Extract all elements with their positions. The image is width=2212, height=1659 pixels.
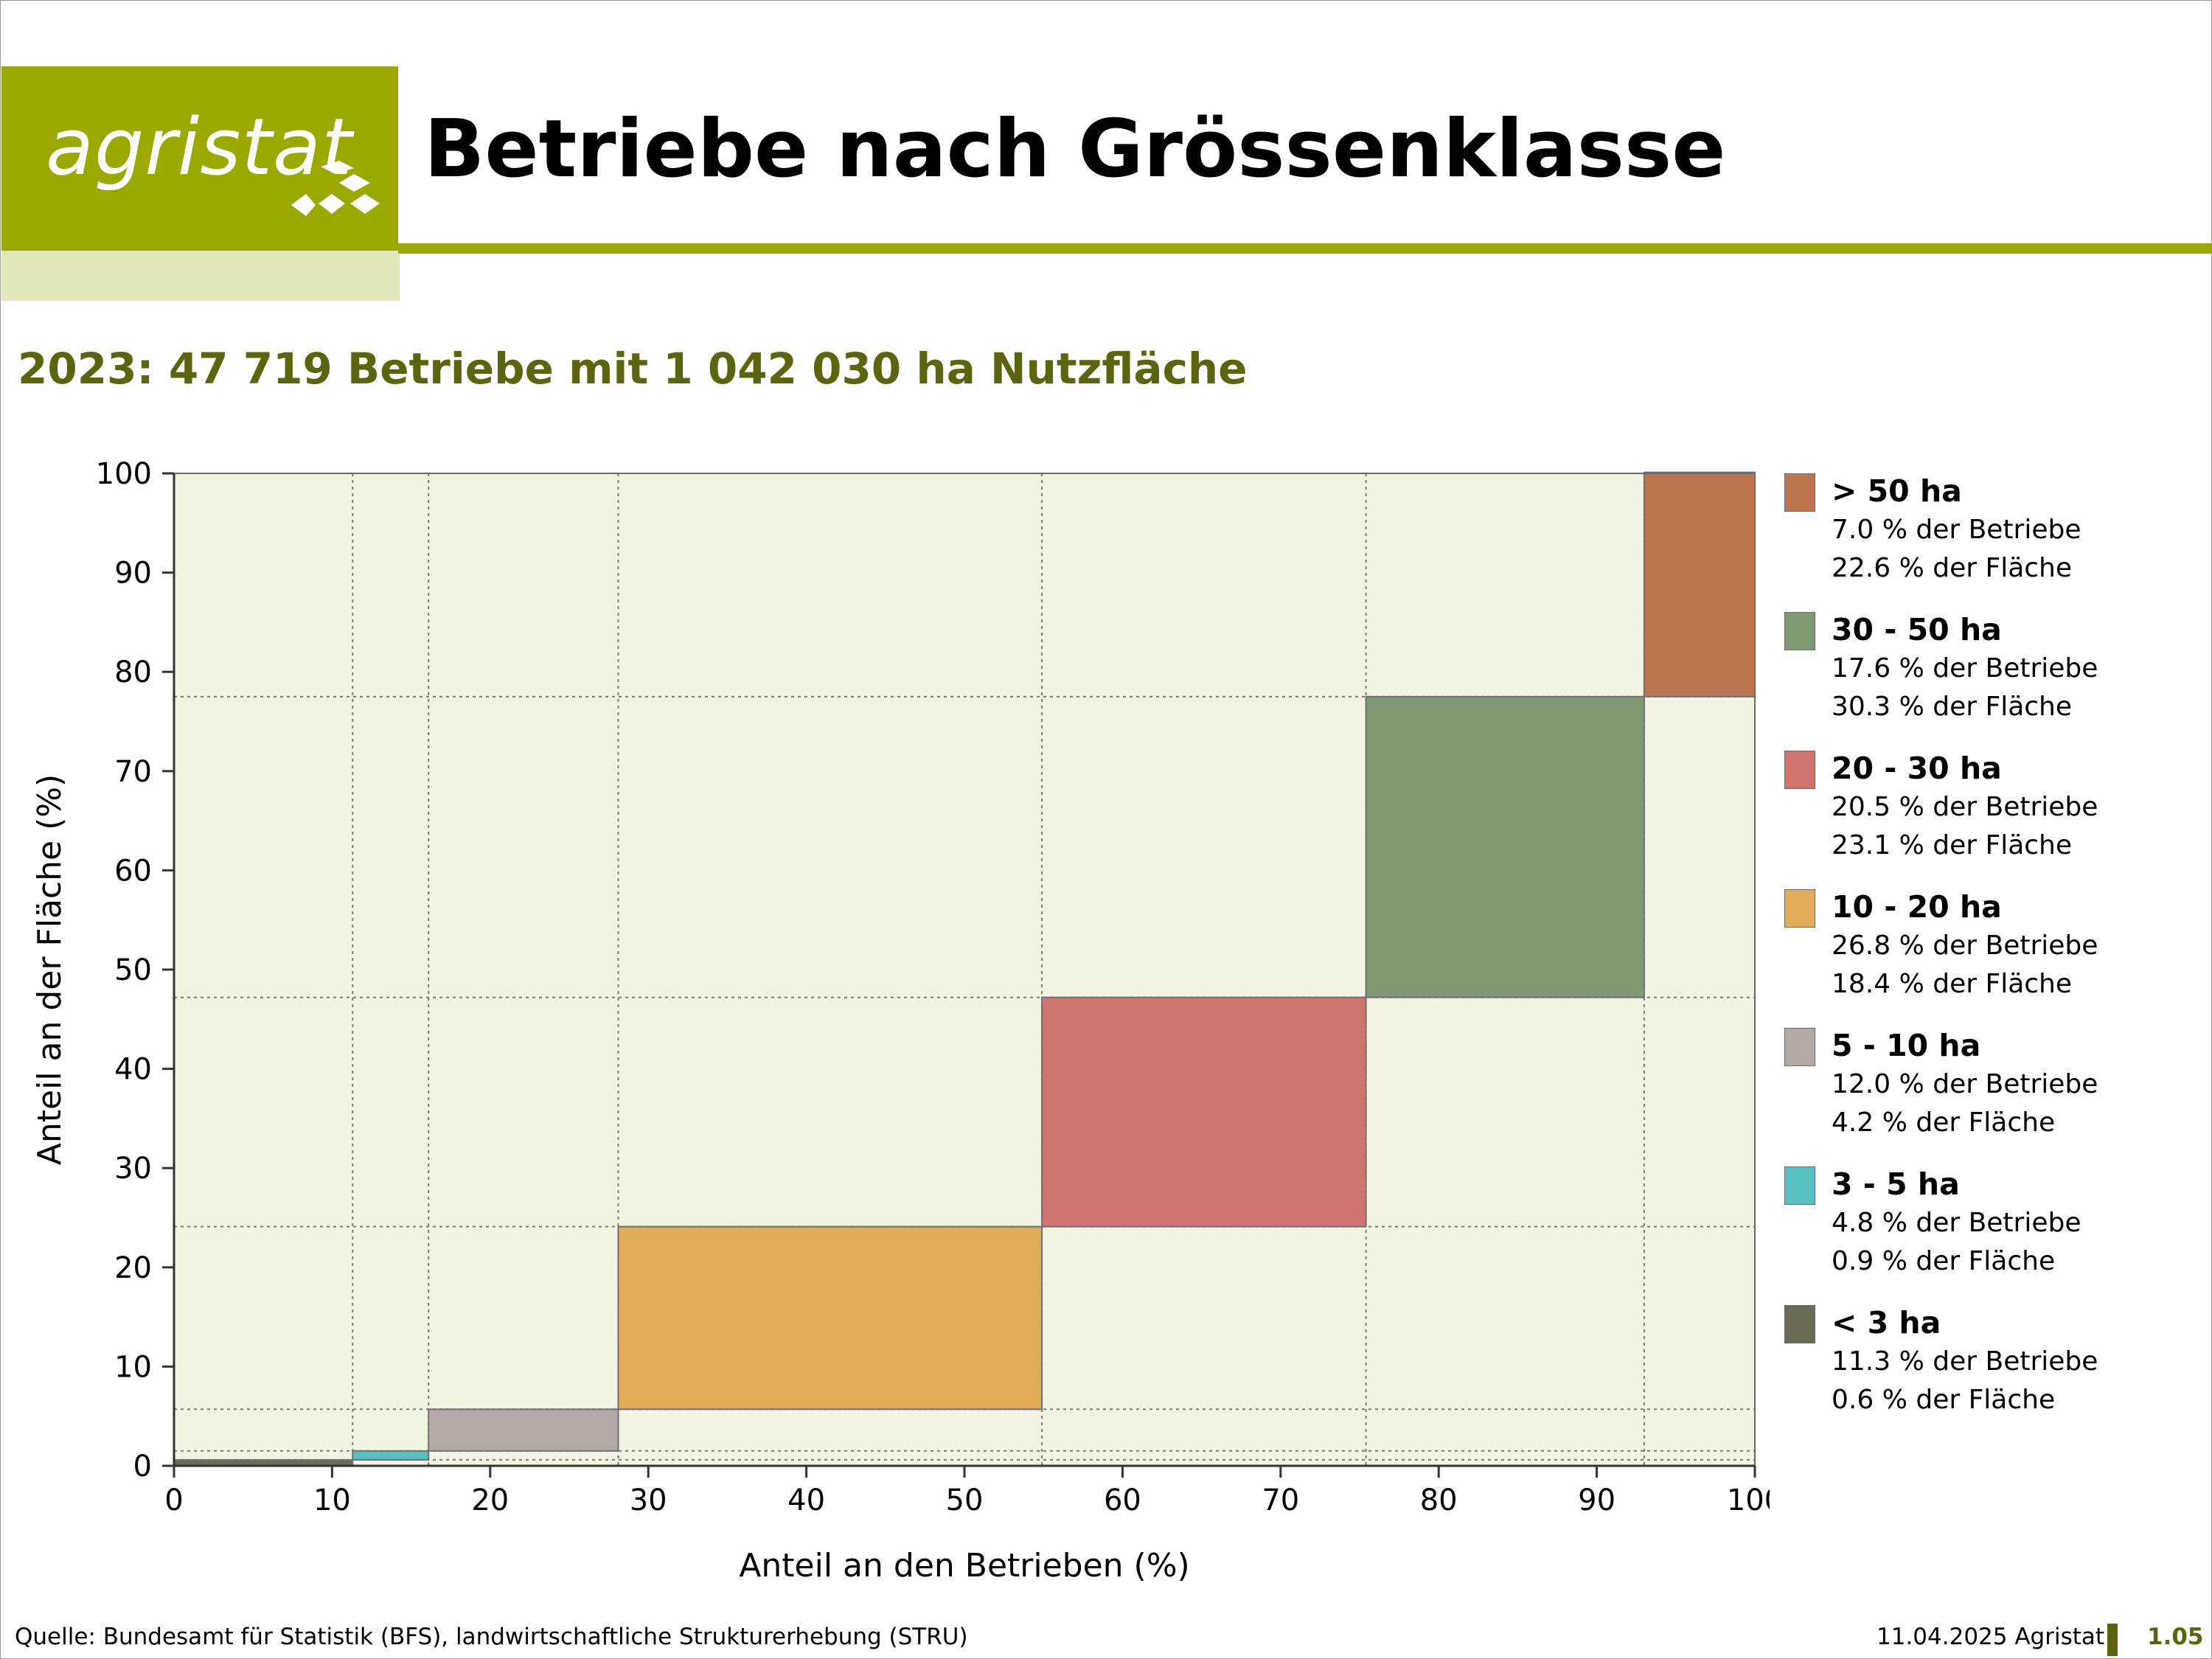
x-tick-label: 60	[1104, 1484, 1141, 1517]
footer-page-number: 1.05	[2147, 1624, 2204, 1650]
x-tick-label: 0	[164, 1484, 183, 1517]
legend-item: 3 - 5 ha 4.8 % der Betriebe 0.9 % der Fläc…	[1784, 1166, 2197, 1305]
legend-label: 3 - 5 ha	[1832, 1166, 1960, 1202]
logo-diamonds-icon	[291, 161, 380, 216]
bar-30-50-ha	[1365, 695, 1645, 998]
legend-label: 10 - 20 ha	[1832, 889, 2002, 925]
legend-item: 5 - 10 ha 12.0 % der Betriebe 4.2 % der Fl…	[1784, 1028, 2197, 1166]
x-tick-label: 40	[787, 1484, 825, 1517]
legend-flaeche-share: 18.4 % der Fläche	[1832, 969, 2073, 999]
x-tick-label: 20	[471, 1484, 509, 1517]
legend-item: 20 - 30 ha 20.5 % der Betriebe 23.1 % der …	[1784, 751, 2197, 889]
legend-swatch	[1784, 1305, 1815, 1343]
legend-betriebe-share: 12.0 % der Betriebe	[1832, 1069, 2098, 1099]
x-tick-label: 10	[313, 1484, 351, 1517]
legend-betriebe-share: 20.5 % der Betriebe	[1832, 792, 2098, 822]
logo-box	[1, 66, 398, 251]
x-tick-label: 70	[1262, 1484, 1299, 1517]
legend-flaeche-share: 0.6 % der Fläche	[1832, 1385, 2056, 1415]
x-tick-label: 100	[1727, 1484, 1770, 1517]
y-tick-label: 0	[133, 1450, 152, 1484]
legend-swatch	[1784, 473, 1815, 512]
x-tick-label: 30	[630, 1484, 667, 1517]
legend-flaeche-share: 30.3 % der Fläche	[1832, 692, 2073, 722]
legend-swatch	[1784, 889, 1815, 928]
logo-text: agristat	[46, 102, 353, 192]
legend-flaeche-share: 22.6 % der Fläche	[1832, 553, 2073, 583]
legend-flaeche-share: 0.9 % der Fläche	[1832, 1246, 2056, 1276]
legend-swatch	[1784, 751, 1815, 789]
legend-swatch	[1784, 612, 1815, 650]
bar-5-10-ha	[428, 1408, 619, 1452]
legend-betriebe-share: 7.0 % der Betriebe	[1832, 515, 2081, 545]
footer-date: 11.04.2025 Agristat	[1877, 1624, 2105, 1650]
legend-label: 5 - 10 ha	[1832, 1028, 1981, 1063]
y-tick-label: 80	[114, 655, 152, 689]
x-tick-label: 90	[1578, 1484, 1615, 1517]
y-axis-title: Anteil an der Fläche (%)	[31, 774, 69, 1165]
legend-swatch	[1784, 1028, 1815, 1066]
y-tick-label: 50	[114, 953, 152, 987]
legend-label: 30 - 50 ha	[1832, 612, 2002, 647]
legend-label: > 50 ha	[1832, 473, 1962, 509]
x-tick-label: 50	[946, 1484, 984, 1517]
y-tick-label: 100	[96, 457, 152, 491]
legend-betriebe-share: 11.3 % der Betriebe	[1832, 1346, 2098, 1377]
legend-betriebe-share: 26.8 % der Betriebe	[1832, 931, 2098, 961]
legend-swatch	[1784, 1166, 1815, 1205]
y-tick-label: 70	[114, 755, 152, 789]
x-tick-label: 80	[1420, 1484, 1458, 1517]
bar-20-30-ha	[1041, 996, 1367, 1228]
legend-item: > 50 ha 7.0 % der Betriebe 22.6 % der Fläc…	[1784, 473, 2197, 612]
footer-divider	[2107, 1624, 2118, 1656]
y-tick-label: 30	[114, 1152, 152, 1186]
bar-50-ha	[1643, 471, 1756, 698]
y-tick-label: 60	[114, 854, 152, 888]
legend: > 50 ha 7.0 % der Betriebe 22.6 % der Fläc…	[1784, 473, 2197, 1444]
y-tick-label: 10	[114, 1350, 152, 1384]
legend-betriebe-share: 17.6 % der Betriebe	[1832, 653, 2098, 684]
legend-betriebe-share: 4.8 % der Betriebe	[1832, 1208, 2081, 1238]
marimekko-chart: 0 10 20 30 40 50 60 70 80 90 100 0 10 20 30 40 50 60 70 80 9…	[31, 457, 1770, 1585]
legend-item: 10 - 20 ha 26.8 % der Betriebe 18.4 % der …	[1784, 889, 2197, 1028]
bar-10-20-ha	[617, 1225, 1043, 1411]
x-axis-title: Anteil an den Betrieben (%)	[739, 1547, 1189, 1585]
legend-label: 20 - 30 ha	[1832, 751, 2002, 786]
page-title: Betriebe nach Grössenklasse	[424, 103, 1726, 195]
bar-3-5-ha	[352, 1450, 430, 1461]
legend-flaeche-share: 23.1 % der Fläche	[1832, 830, 2073, 860]
y-tick-label: 40	[114, 1053, 152, 1087]
y-tick-label: 20	[114, 1251, 152, 1285]
legend-label: < 3 ha	[1832, 1305, 1941, 1340]
legend-item: < 3 ha 11.3 % der Betriebe 0.6 % der Fläch…	[1784, 1305, 2197, 1444]
legend-flaeche-share: 4.2 % der Fläche	[1832, 1107, 2056, 1138]
chart-subtitle: 2023: 47 719 Betriebe mit 1 042 030 ha N…	[18, 344, 1248, 394]
header-rule	[398, 243, 2212, 254]
logo-band	[1, 251, 400, 301]
footer-source: Quelle: Bundesamt für Statistik (BFS), l…	[15, 1624, 968, 1650]
legend-item: 30 - 50 ha 17.6 % der Betriebe 30.3 % der …	[1784, 612, 2197, 751]
y-tick-label: 90	[114, 557, 152, 591]
